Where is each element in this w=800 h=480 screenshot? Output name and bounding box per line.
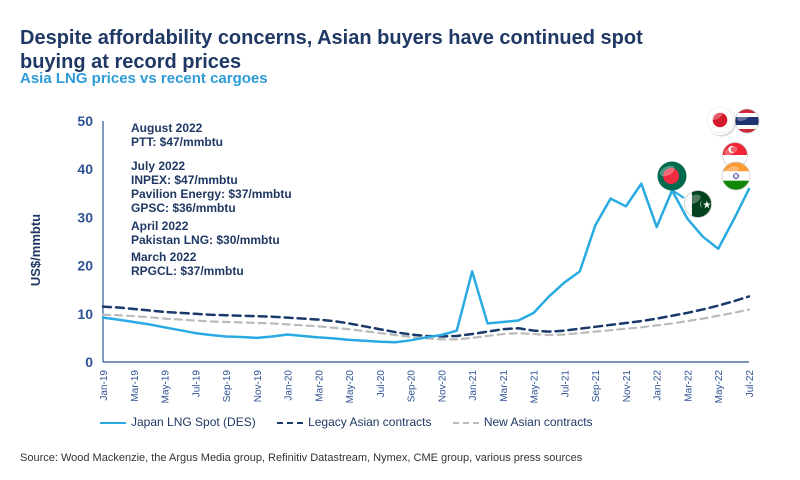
svg-text:Mar-20: Mar-20 <box>314 370 325 402</box>
svg-text:Jan-19: Jan-19 <box>99 370 110 401</box>
svg-text:Jan-21: Jan-21 <box>468 370 479 401</box>
svg-text:20: 20 <box>77 258 93 274</box>
svg-text:May-20: May-20 <box>345 370 356 404</box>
svg-text:Mar-21: Mar-21 <box>499 370 510 402</box>
svg-text:Jan-22: Jan-22 <box>653 370 664 401</box>
svg-text:Jul-21: Jul-21 <box>560 370 571 398</box>
svg-text:Sep-19: Sep-19 <box>222 370 233 403</box>
svg-text:Mar-22: Mar-22 <box>683 370 694 402</box>
svg-text:Jan-20: Jan-20 <box>284 370 295 401</box>
svg-text:May-22: May-22 <box>714 370 725 404</box>
svg-text:US$/mmbtu: US$/mmbtu <box>28 214 43 286</box>
svg-text:Nov-19: Nov-19 <box>253 370 264 403</box>
svg-text:40: 40 <box>77 161 93 177</box>
svg-text:Jul-22: Jul-22 <box>745 370 756 398</box>
svg-text:30: 30 <box>77 209 93 225</box>
svg-text:Jul-19: Jul-19 <box>191 370 202 398</box>
svg-text:10: 10 <box>77 306 93 322</box>
svg-text:Sep-20: Sep-20 <box>407 370 418 403</box>
svg-text:Nov-21: Nov-21 <box>622 370 633 403</box>
svg-text:Sep-21: Sep-21 <box>591 370 602 403</box>
svg-text:0: 0 <box>85 354 93 370</box>
svg-text:50: 50 <box>77 113 93 129</box>
svg-text:Jul-20: Jul-20 <box>376 370 387 398</box>
svg-text:May-21: May-21 <box>530 370 541 404</box>
svg-text:Mar-19: Mar-19 <box>130 370 141 402</box>
svg-text:May-19: May-19 <box>161 370 172 404</box>
svg-text:Nov-20: Nov-20 <box>437 370 448 403</box>
